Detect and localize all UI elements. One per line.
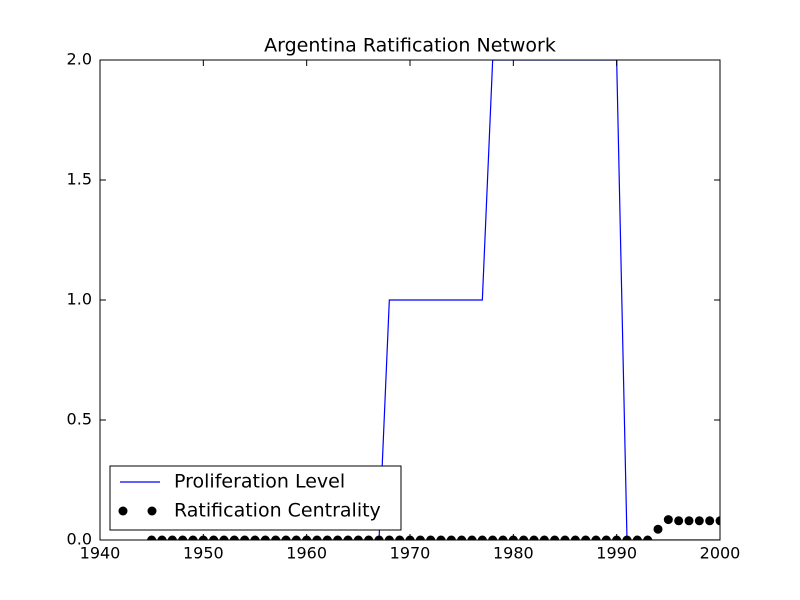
data-point <box>364 535 374 540</box>
legend-swatch <box>118 506 128 516</box>
data-point <box>715 516 720 526</box>
data-point <box>622 535 632 540</box>
data-point <box>219 535 229 540</box>
x-tick-label: 1970 <box>390 544 431 563</box>
data-point <box>529 535 539 540</box>
x-tick-label: 2000 <box>700 544 741 563</box>
data-point <box>560 535 570 540</box>
data-point <box>178 535 188 540</box>
data-point <box>240 535 250 540</box>
data-point <box>519 535 529 540</box>
data-point <box>674 516 684 526</box>
data-point <box>694 516 704 526</box>
data-point <box>333 535 343 540</box>
data-point <box>663 515 673 525</box>
data-point <box>353 535 363 540</box>
y-tick-label: 1.0 <box>67 290 92 309</box>
data-point <box>446 535 456 540</box>
data-point <box>457 535 467 540</box>
x-tick-label: 1950 <box>183 544 224 563</box>
data-point <box>188 535 198 540</box>
y-tick-label: 0.5 <box>67 410 92 429</box>
data-point <box>322 535 332 540</box>
data-point <box>684 516 694 526</box>
data-point <box>312 535 322 540</box>
data-point <box>653 524 663 534</box>
data-line <box>151 60 720 540</box>
data-point <box>426 535 436 540</box>
data-point <box>291 535 301 540</box>
data-point <box>395 535 405 540</box>
legend-label: Ratification Centrality <box>174 500 381 522</box>
data-point <box>632 535 642 540</box>
data-point <box>705 516 715 526</box>
data-point <box>570 535 580 540</box>
data-point <box>591 535 601 540</box>
legend-box <box>109 465 402 531</box>
plot-area <box>147 60 720 540</box>
data-point <box>343 535 353 540</box>
chart-title: Argentina Ratification Network <box>264 35 556 57</box>
data-point <box>384 535 394 540</box>
y-tick-label: 2.0 <box>67 50 92 69</box>
data-point <box>643 535 653 540</box>
data-point <box>147 535 157 540</box>
y-tick-label: 0.0 <box>67 530 92 549</box>
data-point <box>539 535 549 540</box>
data-point <box>374 535 384 540</box>
x-tick-label: 1940 <box>80 544 121 563</box>
data-point <box>436 535 446 540</box>
data-point <box>601 535 611 540</box>
y-tick-label: 1.5 <box>67 170 92 189</box>
data-point <box>229 535 239 540</box>
legend-label: Proliferation Level <box>174 471 345 493</box>
data-point <box>581 535 591 540</box>
data-point <box>498 535 508 540</box>
x-tick-label: 1990 <box>596 544 637 563</box>
data-point <box>477 535 487 540</box>
data-point <box>467 535 477 540</box>
data-point <box>260 535 270 540</box>
data-point <box>550 535 560 540</box>
data-point <box>281 535 291 540</box>
data-point <box>250 535 260 540</box>
data-point <box>488 535 498 540</box>
data-point <box>271 535 281 540</box>
x-tick-label: 1960 <box>286 544 327 563</box>
data-point <box>209 535 219 540</box>
data-point <box>157 535 167 540</box>
data-point <box>167 535 177 540</box>
x-tick-label: 1980 <box>493 544 534 563</box>
data-point <box>415 535 425 540</box>
legend-swatch <box>147 506 157 516</box>
